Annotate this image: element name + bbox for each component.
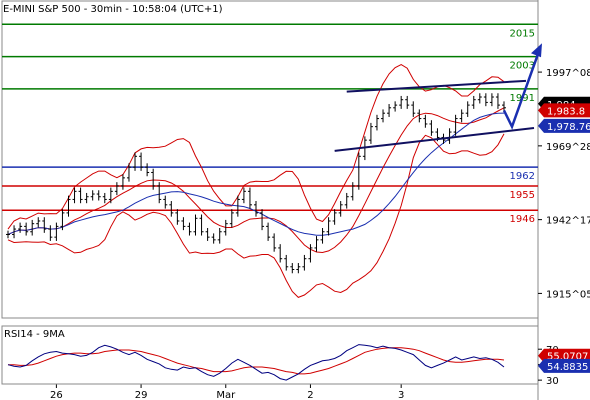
price-ytick-label: 1942^17 — [546, 216, 590, 227]
badge-blue — [538, 118, 590, 133]
badge-label: 1,983.8 — [547, 106, 585, 117]
rsi-panel-label: RSI14 - 9MA — [4, 329, 65, 340]
projection-arrowhead — [531, 43, 542, 58]
x-tick-label: 29 — [135, 390, 148, 400]
badge-red — [538, 103, 590, 118]
rsi-ytick-label: 30 — [546, 376, 559, 387]
level-label-2003: 2003 — [510, 61, 535, 72]
price-ytick-label: 1969^28 — [546, 142, 590, 153]
chart-title: E-MINI S&P 500 - 30min - 10:58:04 (UTC+1… — [3, 4, 223, 15]
x-axis: 26 29 Mar 2 3 — [2, 383, 538, 400]
x-tick-label: 26 — [50, 390, 63, 400]
bollinger-upper-line — [7, 64, 505, 230]
channel-upper-line — [346, 79, 527, 93]
badge-label: 1,978.76 — [547, 122, 590, 133]
rsi-line — [7, 344, 505, 381]
x-tick-label: Mar — [216, 390, 236, 400]
badge-label: 55.0707 — [547, 352, 588, 363]
level-label-1955: 1955 — [510, 190, 535, 201]
level-label-1946: 1946 — [510, 214, 535, 225]
price-ytick-label: 1997^08 — [546, 68, 590, 79]
x-tick-label: 2 — [307, 390, 313, 400]
price-ytick-label: 1915^05 — [546, 289, 590, 300]
level-label-2015: 2015 — [510, 28, 535, 39]
badge-blue — [538, 358, 590, 373]
channel-lower-line — [334, 127, 535, 152]
x-tick-label: 3 — [398, 390, 404, 400]
level-label-1962: 1962 — [510, 171, 535, 182]
bollinger-mid-line — [7, 107, 505, 254]
badge-label: 54.8835 — [547, 362, 588, 373]
projection-arrow — [502, 50, 541, 130]
